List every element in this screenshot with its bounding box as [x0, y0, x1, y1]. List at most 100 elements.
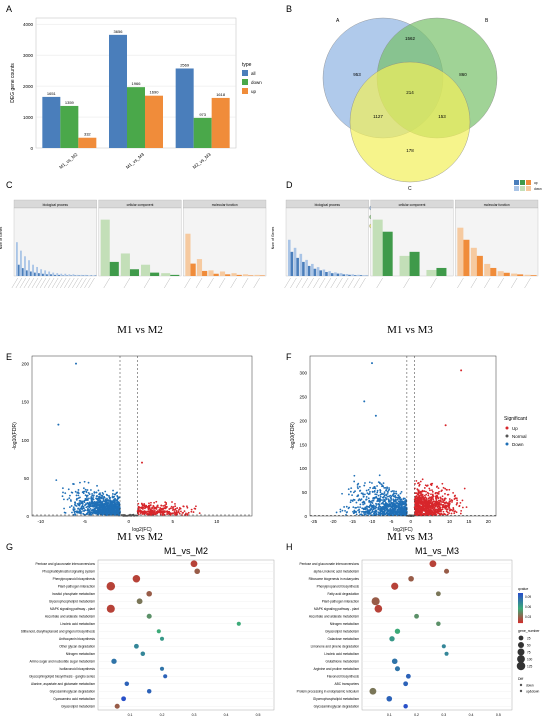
pathway-label: Phenylpropanoid biosynthesis	[53, 577, 96, 581]
go-term-tick-label	[31, 277, 39, 289]
volcano-point-down	[63, 507, 65, 510]
volcano-point-down	[118, 512, 121, 515]
go-term-tick-label	[524, 277, 531, 289]
pathway-bubble	[146, 689, 152, 694]
go-bar	[33, 272, 36, 276]
legend-qvalue-gradient	[518, 611, 523, 613]
go-term-tick-label	[164, 277, 171, 289]
volcano-point-down	[370, 514, 373, 517]
volcano-point-up	[425, 490, 427, 493]
volcano-point-up	[437, 503, 439, 506]
go-bar	[54, 274, 56, 276]
volcano-point-up	[164, 507, 167, 510]
volcano-point-up	[147, 506, 149, 509]
volcano-point-down	[70, 500, 72, 502]
volcano-point-down	[367, 497, 370, 500]
pathway-bubble	[403, 704, 408, 709]
go-term-tick-label	[39, 277, 47, 289]
volcano-point-down	[87, 492, 90, 494]
volcano-point-down	[397, 496, 400, 499]
volcano-point-down	[93, 504, 96, 507]
volcano-point-outlier	[141, 461, 143, 464]
volcano-point-up	[418, 495, 420, 497]
volcano-point-down	[385, 497, 388, 500]
plot-area	[97, 559, 275, 711]
legend-swatch	[520, 180, 525, 185]
volcano-point-up	[448, 508, 451, 510]
volcano-point-up	[425, 497, 428, 500]
legend-qvalue-gradient	[518, 606, 523, 608]
volcano-point-down	[347, 493, 350, 496]
volcano-point-down	[386, 495, 389, 498]
volcano-point-down	[384, 486, 387, 489]
volcano-point-down	[379, 491, 382, 494]
legend-qvalue-gradient	[518, 619, 523, 621]
go-bar	[457, 227, 464, 276]
volcano-point-down	[393, 500, 396, 503]
go-bar	[48, 271, 51, 276]
pathway-bubble	[140, 651, 146, 656]
volcano-point-up	[423, 509, 426, 512]
volcano-point-up	[174, 503, 176, 505]
volcano-point-down	[72, 509, 75, 512]
pathway-bubble	[190, 560, 198, 568]
volcano-point-up	[455, 503, 458, 506]
volcano-point-down	[378, 497, 381, 500]
pathway-bubble	[436, 621, 441, 626]
volcano-point-up	[436, 501, 439, 503]
go-bar	[302, 261, 305, 276]
venn-set-letter-a: A	[336, 18, 340, 24]
volcano-point-up	[167, 512, 170, 515]
volcano-point-down	[80, 502, 82, 504]
volcano-point-down	[112, 510, 115, 513]
volcano-point-up	[162, 505, 165, 507]
volcano-point-down	[74, 513, 77, 516]
volcano-point-down	[359, 489, 362, 492]
volcano-point-down	[88, 497, 90, 500]
volcano-point-down	[400, 501, 402, 504]
bar-down	[127, 87, 145, 148]
volcano-point-up	[421, 500, 424, 503]
volcano-point-down	[108, 509, 111, 512]
volcano-point-down	[357, 482, 360, 485]
volcano-point-down	[85, 490, 88, 493]
volcano-point-down	[104, 501, 107, 504]
volcano-point-down	[352, 498, 355, 501]
legend-qvalue-gradient	[518, 607, 523, 609]
volcano-point-up	[137, 507, 140, 510]
volcano-point-up	[423, 487, 426, 489]
pathway-bubble	[386, 695, 393, 702]
legend-label-down: Down	[512, 442, 524, 447]
pathway-label: Stilbenoid, diarylheptanoid and gingerol…	[21, 629, 96, 633]
go-bar	[342, 274, 346, 276]
volcano-point-up	[149, 511, 152, 514]
go-bar	[351, 274, 354, 276]
x-tick-label: 0	[409, 519, 412, 524]
volcano-point-up	[429, 489, 431, 492]
volcano-point-down	[95, 497, 97, 500]
volcano-point-up	[443, 506, 445, 509]
legend-gene-number-label: 100	[527, 658, 533, 662]
volcano-point-down	[353, 474, 356, 477]
panel-letter-f: F	[286, 352, 292, 362]
volcano-point-down	[379, 508, 382, 511]
volcano-point-down	[82, 505, 85, 508]
pathway-bubble	[194, 568, 200, 575]
chart-title: M1_vs_M2	[164, 546, 208, 556]
venn-count-AC: 1127	[373, 114, 383, 119]
volcano-point-up	[447, 504, 450, 507]
y-tick-label: 150	[21, 400, 29, 405]
volcano-point-down	[55, 479, 58, 482]
volcano-point-down	[354, 490, 356, 493]
volcano-point-down	[376, 489, 379, 492]
volcano-point-up	[169, 512, 172, 515]
volcano-point-up	[142, 504, 145, 507]
x-tick-label: 0.3	[192, 713, 197, 717]
go-bar	[40, 269, 43, 276]
volcano-point-up	[421, 478, 424, 481]
go-bar	[90, 275, 93, 276]
pathway-label: Alanine, aspartate and glutamate metabol…	[31, 682, 95, 686]
go-bar	[497, 271, 504, 276]
volcano-point-up	[442, 503, 445, 506]
